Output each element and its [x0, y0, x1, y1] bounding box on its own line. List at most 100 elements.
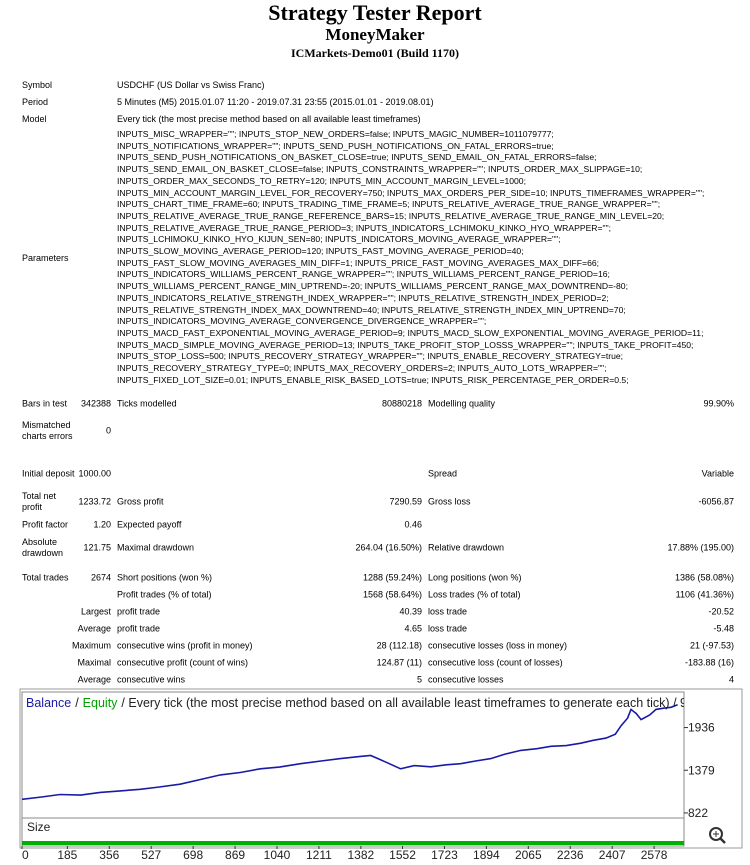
parameter-line: INPUTS_MACD_SIMPLE_MOVING_AVERAGE_PERIOD…: [117, 339, 694, 350]
y-tick-label: 1379: [688, 763, 715, 777]
balance-line: [22, 703, 678, 801]
stat-value: 0.46: [404, 519, 422, 530]
stat-label: loss trade: [428, 606, 468, 617]
info-label: Model: [22, 114, 47, 124]
stat-value: 7290.59: [389, 496, 422, 507]
x-tick-label: 527: [141, 848, 161, 862]
stat-value: Average: [77, 623, 111, 634]
expert-name: MoneyMaker: [325, 25, 425, 44]
stat-value: 4: [728, 674, 734, 685]
stat-value: 1106 (41.36%): [675, 589, 734, 600]
zoom-icon[interactable]: [709, 827, 726, 844]
legend: Balance / Equity / Every tick (the most pre…: [26, 696, 722, 710]
legend-separator: /: [75, 696, 79, 710]
stat-value: Largest: [80, 606, 111, 617]
x-tick-label: 1382: [347, 848, 374, 862]
parameters-label: Parameters: [22, 253, 69, 263]
stat-value: 342388: [80, 398, 111, 409]
info-value: Every tick (the most precise method base…: [117, 114, 421, 124]
parameter-line: INPUTS_SEND_PUSH_NOTIFICATIONS_ON_BASKET…: [117, 152, 597, 163]
x-tick-label: 0: [22, 848, 29, 862]
x-tick-label: 2065: [515, 848, 542, 862]
stat-value: 28 (112.18): [376, 640, 422, 651]
plot-area: [21, 691, 685, 819]
stat-label: Total net profit: [22, 491, 57, 512]
stat-label: consecutive wins (profit in money): [117, 640, 253, 651]
parameter-line: INPUTS_RELATIVE_STRENGTH_INDEX_MAX_DOWNT…: [117, 304, 626, 315]
stat-label: consecutive loss (count of losses): [428, 657, 563, 668]
stat-label: Expected payoff: [117, 519, 182, 530]
stat-label: Short positions (won %): [117, 572, 213, 583]
stat-label: consecutive profit (count of wins): [117, 657, 249, 668]
parameter-line: INPUTS_MIN_ACCOUNT_MARGIN_LEVEL_FOR_RECO…: [117, 187, 705, 198]
stat-value: Maximum: [71, 640, 111, 651]
size-label: Size: [27, 820, 51, 834]
x-tick-label: 1723: [431, 848, 458, 862]
stat-label: profit trade: [117, 623, 161, 634]
parameter-line: INPUTS_RELATIVE_AVERAGE_TRUE_RANGE_PERIO…: [117, 222, 612, 233]
stat-value: 121.75: [83, 542, 111, 553]
size-baseline: [22, 841, 684, 845]
legend-balance: Balance: [26, 696, 71, 710]
stat-label: consecutive losses (loss in money): [428, 640, 568, 651]
info-label: Period: [22, 97, 49, 107]
stat-value: 1568 (58.64%): [362, 589, 422, 600]
parameter-line: INPUTS_STOP_LOSS=500; INPUTS_RECOVERY_ST…: [117, 351, 624, 362]
parameter-line: INPUTS_WILLIAMS_PERCENT_RANGE_MIN_UPTREN…: [117, 281, 628, 292]
legend-model: / Every tick (the most precise method ba…: [121, 696, 722, 710]
stat-value: -6056.87: [698, 496, 734, 507]
report-title: Strategy Tester Report: [268, 0, 482, 25]
stat-label: Absolute drawdown: [22, 537, 64, 558]
stat-label: Mismatched charts errors: [22, 420, 73, 441]
stat-value: 99.90%: [703, 398, 734, 409]
x-tick-label: 1552: [389, 848, 416, 862]
stat-label: Loss trades (% of total): [428, 589, 521, 600]
x-tick-label: 1040: [264, 848, 291, 862]
stat-value: 21 (-97.53): [689, 640, 734, 651]
stat-value: 1.20: [93, 519, 111, 530]
stat-value: -183.88 (16): [684, 657, 734, 668]
parameter-line: INPUTS_LCHIMOKU_KINKO_HYO_KIJUN_SEN=80; …: [117, 234, 561, 245]
x-tick-label: 2236: [557, 848, 584, 862]
stat-value: -20.52: [708, 606, 734, 617]
stat-label: Gross loss: [428, 496, 471, 507]
stat-label: Maximal drawdown: [117, 542, 195, 553]
stat-value: 1386 (58.08%): [674, 572, 734, 583]
stat-label: Initial deposit: [22, 468, 75, 479]
info-value: USDCHF (US Dollar vs Swiss Franc): [117, 80, 265, 90]
server-name: ICMarkets-Demo01 (Build 1170): [291, 46, 459, 60]
stat-label: Ticks modelled: [117, 398, 177, 409]
stat-value: 80880218: [381, 398, 422, 409]
x-tick-label: 185: [57, 848, 77, 862]
x-tick-label: 2407: [599, 848, 626, 862]
stat-label: Profit factor: [22, 519, 69, 530]
y-tick-label: 1936: [688, 721, 715, 735]
y-tick-label: 822: [688, 806, 708, 820]
stat-label: loss trade: [428, 623, 468, 634]
stat-value: Maximal: [77, 657, 111, 668]
stat-label: Relative drawdown: [428, 542, 505, 553]
stat-value: 0: [105, 425, 111, 436]
stat-value: 4.65: [404, 623, 422, 634]
stat-value: 2674: [90, 572, 111, 583]
stat-value: 40.39: [399, 606, 422, 617]
parameter-line: INPUTS_MISC_WRAPPER=""; INPUTS_STOP_NEW_…: [117, 129, 554, 139]
parameter-line: INPUTS_INDICATORS_WILLIAMS_PERCENT_RANGE…: [117, 269, 610, 280]
stat-value: Variable: [701, 468, 734, 479]
x-tick-label: 869: [225, 848, 245, 862]
info-value: 5 Minutes (M5) 2015.01.07 11:20 - 2019.0…: [117, 97, 434, 107]
balance-chart: 822 1379 1936 0 185 356 527 698 869 1040 1211 1382 1…: [19, 688, 743, 862]
stat-label: Bars in test: [22, 398, 68, 409]
parameter-line: INPUTS_INDICATORS_RELATIVE_STRENGTH_INDE…: [117, 292, 609, 303]
info-label: Symbol: [22, 80, 53, 90]
x-tick-label: 698: [183, 848, 203, 862]
stat-label: consecutive losses: [428, 674, 504, 685]
stat-value: 124.87 (11): [376, 657, 422, 668]
parameter-line: INPUTS_FAST_SLOW_MOVING_AVERAGES_MIN_DIF…: [117, 257, 600, 268]
parameter-line: INPUTS_FIXED_LOT_SIZE=0.01; INPUTS_ENABL…: [117, 374, 629, 385]
parameter-line: INPUTS_CHART_TIME_FRAME=60; INPUTS_TRADI…: [117, 199, 661, 210]
stat-value: 17.88% (195.00): [667, 542, 734, 553]
stat-label: Modelling quality: [428, 398, 496, 409]
parameter-line: INPUTS_SLOW_MOVING_AVERAGE_PERIOD=120; I…: [117, 246, 524, 256]
parameter-line: INPUTS_INDICATORS_MOVING_AVERAGE_CONVERG…: [117, 316, 487, 327]
